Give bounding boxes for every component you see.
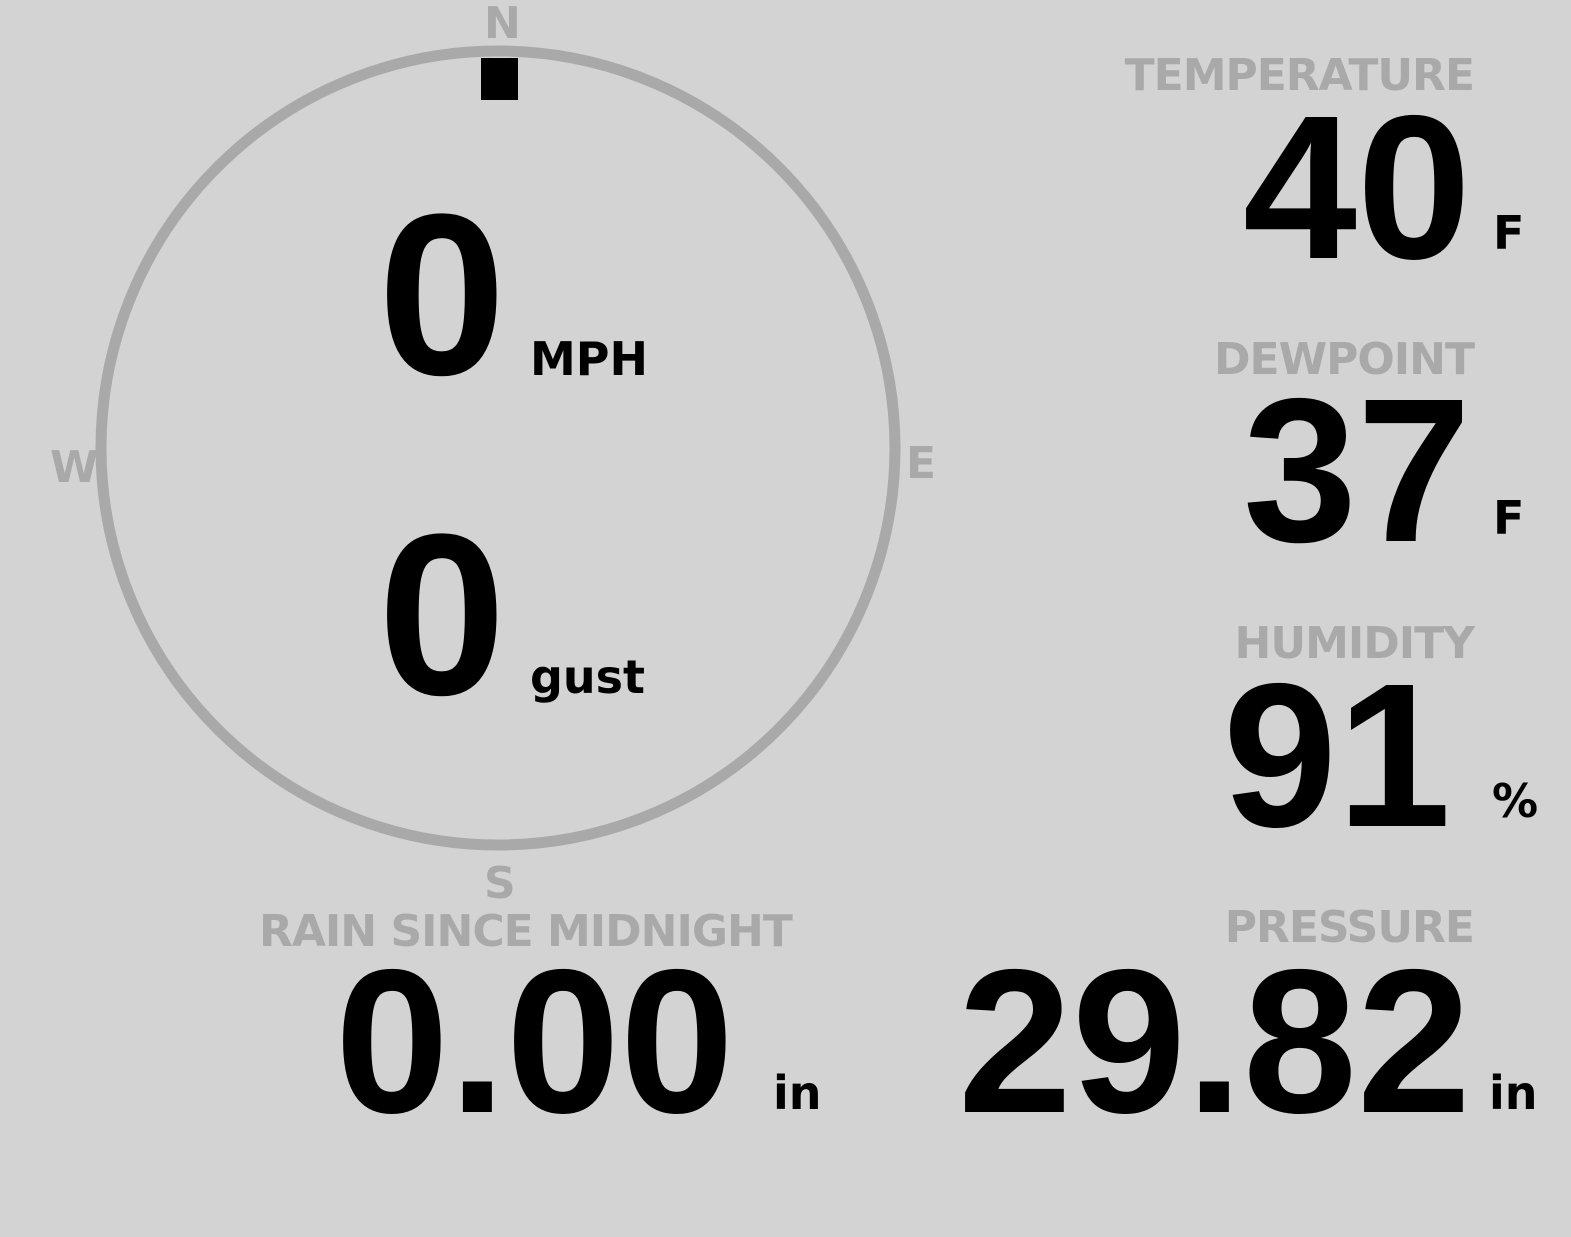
compass-east-label: E bbox=[906, 438, 937, 489]
humidity-value: 91 bbox=[1222, 641, 1451, 870]
humidity-label: HUMIDITY bbox=[1234, 618, 1475, 669]
compass-west-label: W bbox=[50, 442, 99, 493]
compass-north-label: N bbox=[484, 0, 521, 49]
wind-gust-value: 0 bbox=[378, 486, 506, 743]
humidity-unit: % bbox=[1492, 774, 1539, 828]
dewpoint-value: 37 bbox=[1242, 356, 1471, 585]
temperature-unit: F bbox=[1493, 206, 1525, 260]
rain-label: RAIN SINCE MIDNIGHT bbox=[259, 906, 793, 957]
compass-south-label: S bbox=[484, 858, 516, 909]
dewpoint-unit: F bbox=[1493, 491, 1525, 545]
wind-speed-unit: MPH bbox=[530, 332, 648, 386]
rain-unit: in bbox=[773, 1066, 822, 1120]
dewpoint-label: DEWPOINT bbox=[1214, 334, 1475, 385]
wind-compass bbox=[95, 45, 901, 851]
pressure-value: 29.82 bbox=[957, 927, 1471, 1156]
rain-value: 0.00 bbox=[335, 927, 734, 1156]
pressure-unit: in bbox=[1489, 1066, 1538, 1120]
pressure-label: PRESSURE bbox=[1224, 902, 1475, 953]
temperature-label: TEMPERATURE bbox=[1124, 50, 1475, 101]
wind-speed-value: 0 bbox=[378, 166, 506, 423]
wind-gust-unit: gust bbox=[530, 650, 646, 704]
wind-direction-marker bbox=[481, 58, 518, 100]
temperature-value: 40 bbox=[1242, 73, 1471, 302]
compass-ring bbox=[95, 45, 901, 851]
